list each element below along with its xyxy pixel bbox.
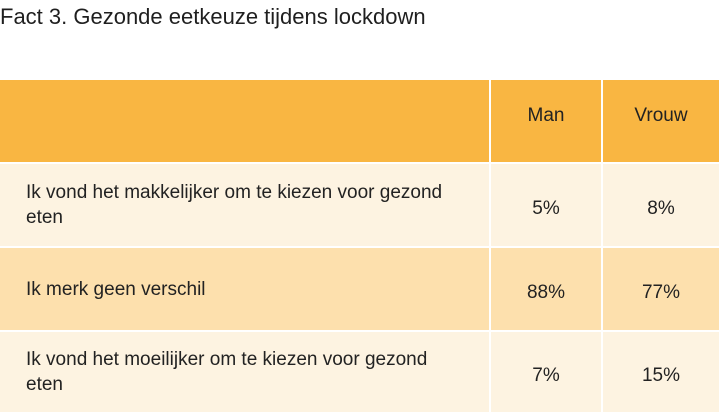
- table-row: Ik vond het moeilijker om te kiezen voor…: [0, 332, 719, 412]
- header-label-cell: [0, 80, 489, 162]
- row-label: Ik vond het makkelijker om te kiezen voo…: [0, 164, 489, 246]
- header-vrouw: Vrouw: [603, 80, 719, 162]
- page-title: Fact 3. Gezonde eetkeuze tijdens lockdow…: [0, 4, 426, 29]
- table-row: Ik merk geen verschil 88% 77%: [0, 248, 719, 330]
- value-man: 7%: [532, 364, 560, 386]
- row-value-vrouw: 8%: [603, 164, 719, 246]
- row-value-man: 5%: [491, 164, 601, 246]
- value-vrouw: 8%: [647, 197, 675, 219]
- row-label: Ik vond het moeilijker om te kiezen voor…: [0, 332, 489, 412]
- data-table: Man Vrouw Ik vond het makkelijker om te …: [0, 80, 719, 412]
- table-row: Ik vond het makkelijker om te kiezen voo…: [0, 164, 719, 246]
- row-value-man: 88%: [491, 248, 601, 330]
- row-value-man: 7%: [491, 332, 601, 412]
- row-label: Ik merk geen verschil: [0, 248, 489, 330]
- value-man: 88%: [526, 281, 566, 303]
- table-header-row: Man Vrouw: [0, 80, 719, 162]
- header-man: Man: [491, 80, 601, 162]
- value-vrouw: 77%: [641, 281, 681, 303]
- value-man: 5%: [532, 197, 560, 219]
- row-value-vrouw: 77%: [603, 248, 719, 330]
- row-value-vrouw: 15%: [603, 332, 719, 412]
- value-vrouw: 15%: [641, 364, 681, 386]
